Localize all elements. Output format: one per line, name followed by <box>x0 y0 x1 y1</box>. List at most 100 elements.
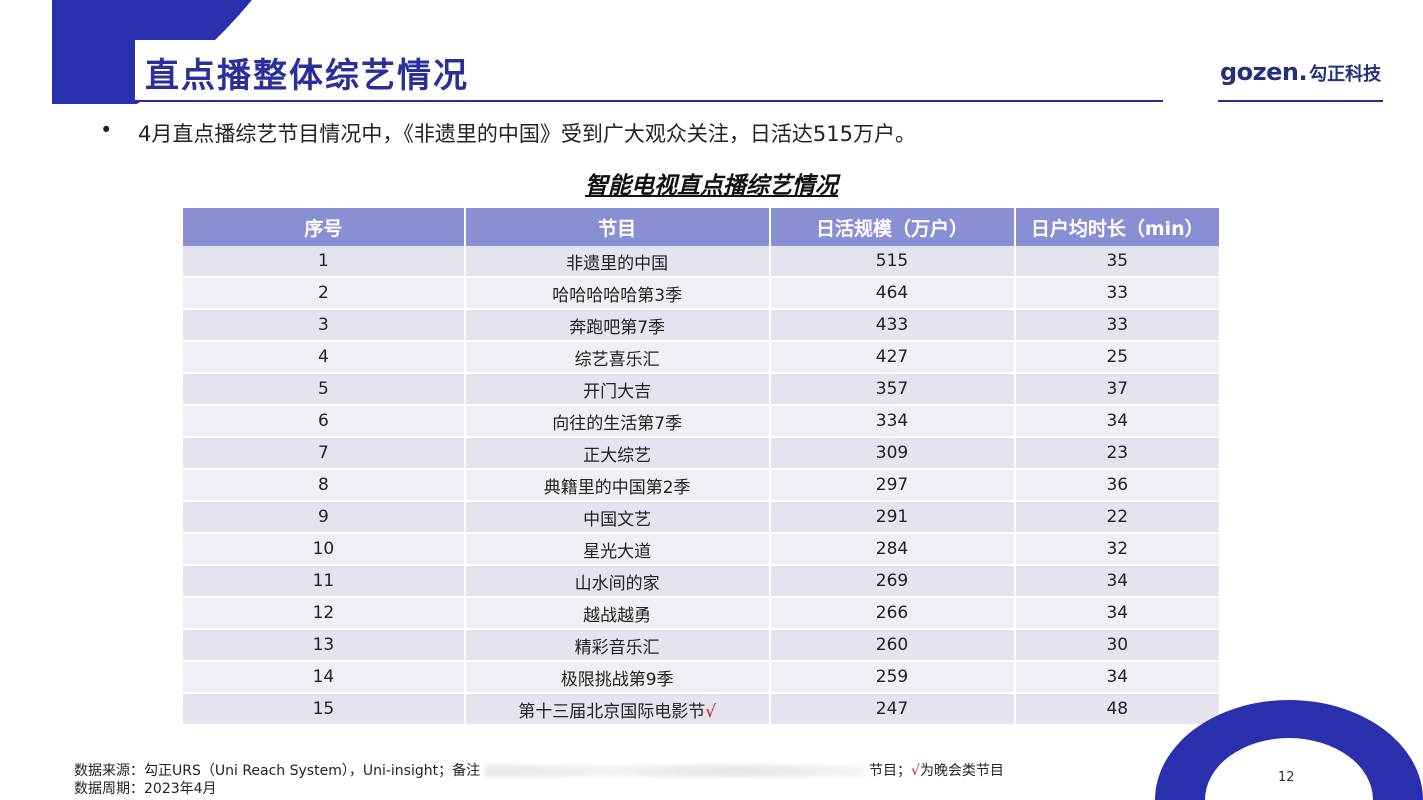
cell-duration: 36 <box>1014 469 1219 502</box>
table-header-row: 序号 节目 日活规模（万户） 日户均时长（min） <box>183 208 1219 246</box>
table-row: 11 山水间的家 269 34 <box>183 565 1219 598</box>
cell-dau: 433 <box>769 309 1016 342</box>
table-row: 1 非遗里的中国 515 35 <box>183 246 1219 278</box>
cell-rank-text: 9 <box>317 507 329 527</box>
cell-duration: 37 <box>1014 373 1219 406</box>
cell-rank-text: 3 <box>317 315 329 335</box>
title-divider <box>135 100 1163 102</box>
cell-program-text: 非遗里的中国 <box>566 253 669 274</box>
cell-duration-text: 32 <box>1106 539 1129 559</box>
cell-dau-text: 515 <box>875 251 909 271</box>
cell-dau-text: 297 <box>875 475 909 495</box>
cell-duration: 33 <box>1014 309 1219 342</box>
cell-dau: 247 <box>769 693 1016 726</box>
footer-notes: 数据来源：勾正URS（Uni Reach System），Uni-insight… <box>74 762 1004 798</box>
cell-program-text: 星光大道 <box>583 541 652 562</box>
cell-duration: 30 <box>1014 629 1219 662</box>
table-row: 10 星光大道 284 32 <box>183 533 1219 566</box>
table-title: 智能电视直点播综艺情况 <box>0 166 1423 200</box>
cell-duration-text: 33 <box>1106 315 1129 335</box>
logo-text-en: gozen <box>1220 58 1299 86</box>
cell-dau-text: 284 <box>875 539 909 559</box>
cell-program: 第十三届北京国际电影节√ <box>464 693 771 726</box>
cell-duration-text: 35 <box>1106 251 1129 271</box>
table-row: 12 越战越勇 266 34 <box>183 597 1219 630</box>
cell-program-text: 越战越勇 <box>583 605 652 626</box>
cell-dau-text: 464 <box>875 283 909 303</box>
cell-rank-text: 8 <box>317 475 329 495</box>
cell-program: 向往的生活第7季 <box>464 405 771 438</box>
cell-dau: 515 <box>769 246 1016 278</box>
cell-rank: 8 <box>183 469 466 502</box>
cell-duration: 22 <box>1014 501 1219 534</box>
logo-text-cn: 勾正科技 <box>1309 64 1382 85</box>
cell-program: 典籍里的中国第2季 <box>464 469 771 502</box>
cell-dau-text: 433 <box>875 315 909 335</box>
cell-program-text: 中国文艺 <box>583 509 652 530</box>
cell-duration-text: 34 <box>1106 667 1129 687</box>
bullet-icon: • <box>100 118 113 142</box>
check-mark-icon: √ <box>705 701 717 722</box>
cell-duration-text: 33 <box>1106 283 1129 303</box>
cell-rank: 10 <box>183 533 466 566</box>
cell-dau-text: 427 <box>875 347 909 367</box>
cell-dau: 284 <box>769 533 1016 566</box>
cell-rank: 3 <box>183 309 466 342</box>
cell-rank-text: 7 <box>317 443 329 463</box>
cell-duration: 34 <box>1014 565 1219 598</box>
source-text: 数据来源：勾正URS（Uni Reach System），Uni-insight… <box>74 763 481 779</box>
cell-program-text: 极限挑战第9季 <box>560 669 674 690</box>
cell-program: 极限挑战第9季 <box>464 661 771 694</box>
cell-duration-text: 34 <box>1106 603 1129 623</box>
cell-program-text: 向往的生活第7季 <box>552 413 683 434</box>
cell-rank-text: 4 <box>317 347 329 367</box>
table-row: 3 奔跑吧第7季 433 33 <box>183 309 1219 342</box>
cell-dau-text: 309 <box>875 443 909 463</box>
table-row: 5 开门大吉 357 37 <box>183 373 1219 406</box>
cell-program-text: 精彩音乐汇 <box>574 637 660 658</box>
cell-duration-text: 22 <box>1106 507 1129 527</box>
cell-rank: 12 <box>183 597 466 630</box>
cell-rank: 4 <box>183 341 466 374</box>
cell-rank-text: 10 <box>312 539 335 559</box>
cell-rank-text: 5 <box>317 379 329 399</box>
cell-duration: 33 <box>1014 277 1219 310</box>
cell-dau: 260 <box>769 629 1016 662</box>
table-row: 6 向往的生活第7季 334 34 <box>183 405 1219 438</box>
cell-dau: 309 <box>769 437 1016 470</box>
cell-rank: 7 <box>183 437 466 470</box>
cell-rank: 1 <box>183 246 466 278</box>
cell-program-text: 典籍里的中国第2季 <box>543 477 691 498</box>
cell-rank-text: 2 <box>317 283 329 303</box>
cell-duration: 32 <box>1014 533 1219 566</box>
cell-program-text: 哈哈哈哈哈第3季 <box>552 285 683 306</box>
table-row: 9 中国文艺 291 22 <box>183 501 1219 534</box>
cell-duration-text: 23 <box>1106 443 1129 463</box>
cell-dau-text: 357 <box>875 379 909 399</box>
cell-program: 哈哈哈哈哈第3季 <box>464 277 771 310</box>
header-program: 节目 <box>464 208 771 246</box>
table-row: 4 综艺喜乐汇 427 25 <box>183 341 1219 374</box>
cell-duration-text: 34 <box>1106 571 1129 591</box>
header-rank: 序号 <box>183 208 466 246</box>
cell-dau: 464 <box>769 277 1016 310</box>
cell-duration: 25 <box>1014 341 1219 374</box>
cell-duration-text: 36 <box>1106 475 1129 495</box>
cell-rank-text: 1 <box>317 251 329 271</box>
cell-program: 开门大吉 <box>464 373 771 406</box>
cell-program-text: 山水间的家 <box>574 573 660 594</box>
cell-program: 非遗里的中国 <box>464 246 771 278</box>
check-mark-icon: √ <box>911 763 920 779</box>
cell-duration-text: 25 <box>1106 347 1129 367</box>
period-note: 数据周期：2023年4月 <box>74 781 217 797</box>
page-number: 12 <box>1278 770 1295 785</box>
table-row: 2 哈哈哈哈哈第3季 464 33 <box>183 277 1219 310</box>
cell-rank-text: 15 <box>312 699 335 719</box>
cell-rank: 13 <box>183 629 466 662</box>
table-row: 8 典籍里的中国第2季 297 36 <box>183 469 1219 502</box>
cell-duration: 34 <box>1014 597 1219 630</box>
logo-divider <box>1218 100 1383 102</box>
variety-show-table: 序号 节目 日活规模（万户） 日户均时长（min） 1 非遗里的中国 515 35 2 哈… <box>183 208 1219 726</box>
cell-duration: 34 <box>1014 405 1219 438</box>
cell-rank: 6 <box>183 405 466 438</box>
